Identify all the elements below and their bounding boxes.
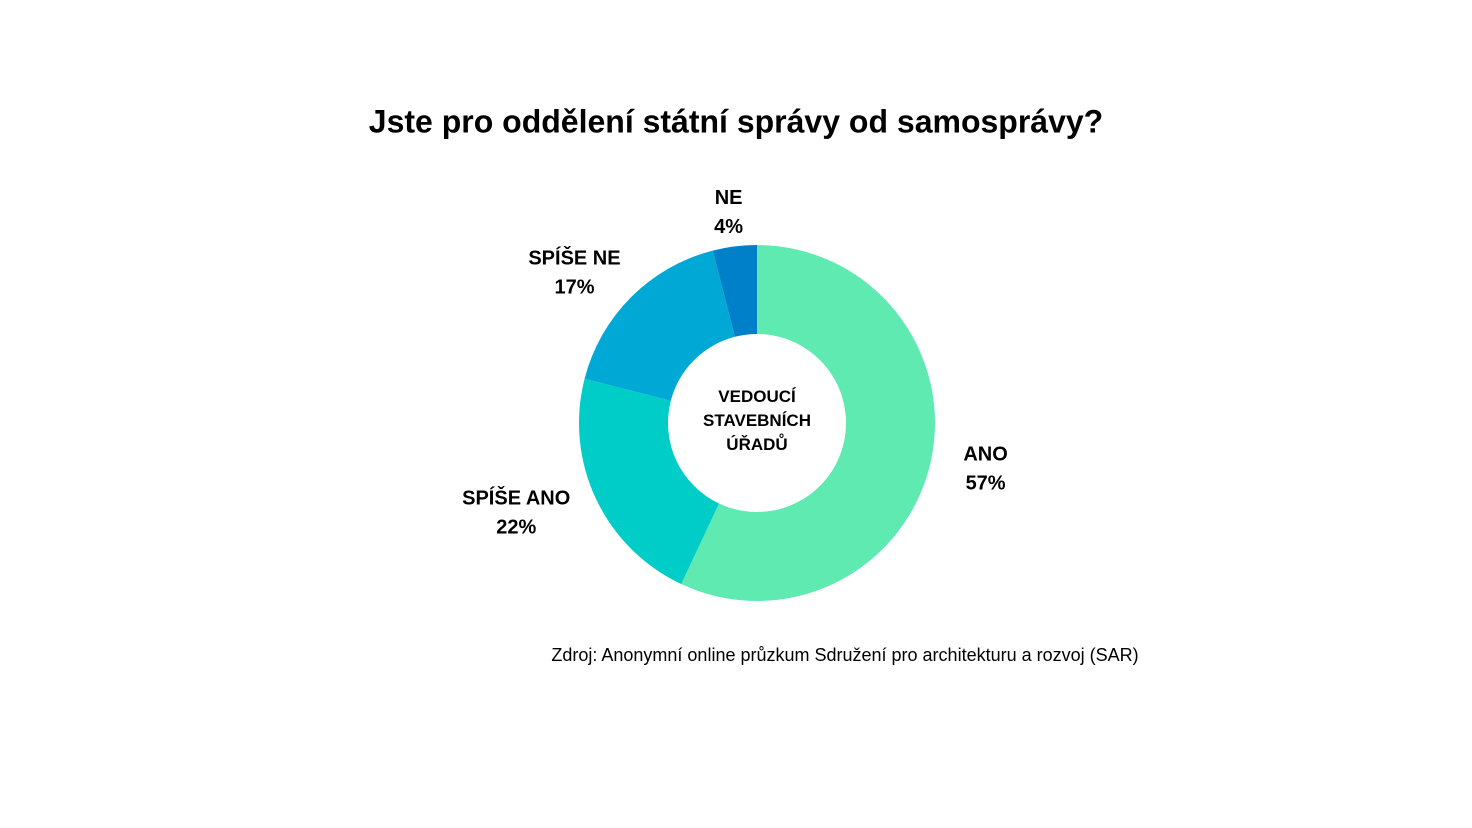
slice-category-label: ANO — [963, 444, 1007, 466]
slice-value-label: 57% — [966, 473, 1006, 495]
donut-slice — [584, 250, 735, 401]
slice-value-label: 4% — [714, 216, 743, 238]
slice-category-label: NE — [715, 187, 743, 209]
donut-slice — [681, 245, 936, 602]
donut-slice — [579, 378, 720, 585]
chart-title: Jste pro oddělení státní správy od samos… — [369, 103, 1103, 139]
slice-category-label: SPÍŠE ANO — [462, 486, 570, 510]
slice-category-label: SPÍŠE NE — [528, 245, 620, 269]
center-label: VEDOUCÍ STAVEBNÍCH ÚŘADŮ — [703, 387, 811, 454]
donut-slice — [712, 245, 757, 337]
slice-value-label: 22% — [496, 517, 536, 539]
source-note: Zdroj: Anonymní online průzkum Sdružení … — [551, 645, 1138, 665]
slice-value-label: 17% — [554, 276, 594, 298]
